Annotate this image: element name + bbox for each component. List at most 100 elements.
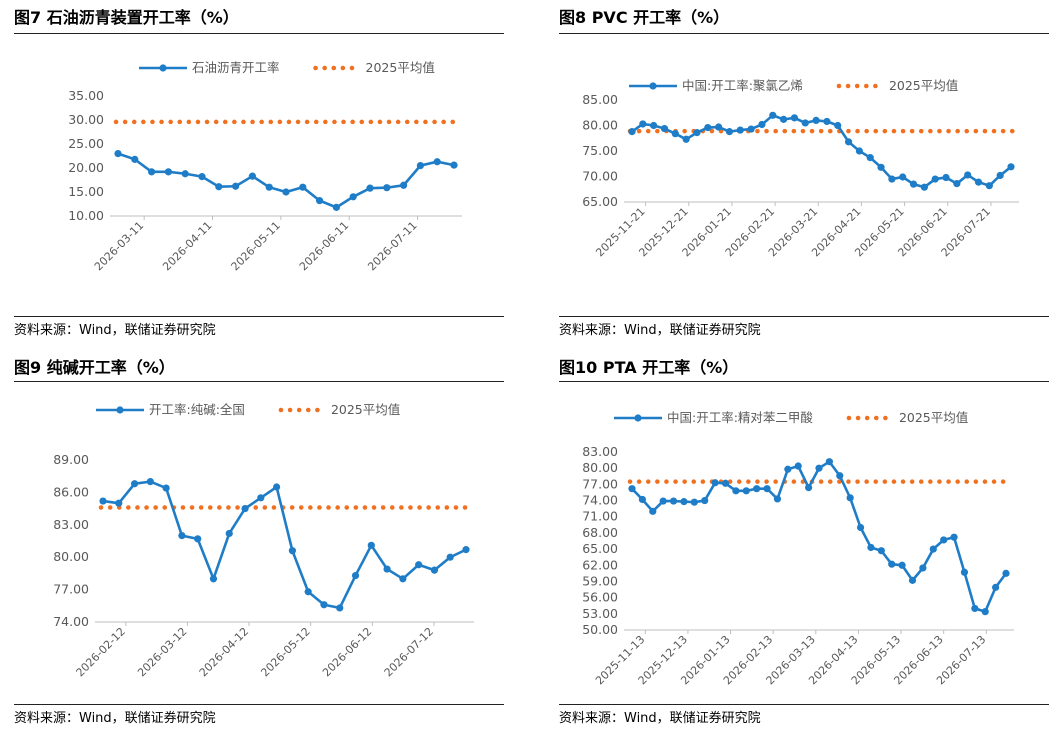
y-tick-label: 80.00 [53, 549, 89, 564]
title-rule [14, 381, 504, 382]
data-point [888, 175, 896, 183]
data-point [660, 124, 669, 133]
data-point [639, 120, 647, 128]
data-point [415, 561, 423, 569]
legend-series-label: 中国:开工率:精对苯二甲酸 [667, 410, 813, 425]
data-point [162, 484, 170, 492]
data-point [430, 566, 439, 574]
data-point [194, 535, 202, 543]
data-point [711, 479, 719, 487]
data-point [383, 184, 391, 192]
data-point [701, 496, 709, 505]
data-point [366, 184, 374, 192]
y-tick-label: 53.00 [582, 606, 618, 621]
data-point [794, 462, 802, 470]
data-point [316, 197, 324, 205]
y-tick-label: 77.00 [582, 476, 618, 491]
data-point [181, 170, 189, 178]
data-point [974, 178, 983, 186]
data-point [888, 560, 896, 568]
data-point [680, 498, 688, 506]
y-tick-label: 80.00 [582, 118, 618, 133]
chart-title: 图10 PTA 开工率（%） [559, 358, 739, 377]
data-point [671, 130, 679, 138]
data-point [257, 494, 265, 502]
data-point [232, 182, 240, 190]
data-point [690, 498, 698, 506]
data-point [877, 547, 885, 555]
data-point [265, 183, 273, 191]
data-point [304, 588, 312, 596]
data-point [836, 472, 844, 480]
y-tick-label: 65.00 [582, 541, 618, 556]
data-point [721, 479, 730, 487]
data-point [659, 497, 667, 505]
data-point [1007, 163, 1015, 171]
data-point [823, 117, 831, 126]
y-tick-label: 30.00 [68, 112, 104, 127]
data-point [812, 116, 820, 124]
data-point [773, 495, 782, 503]
data-point [99, 497, 107, 505]
y-tick-label: 74.00 [53, 614, 89, 629]
y-tick-label: 71.00 [582, 509, 618, 524]
data-point [825, 458, 833, 466]
x-tick-label: 2026-06-12 [320, 625, 374, 679]
data-point [164, 168, 172, 176]
y-tick-label: 62.00 [582, 557, 618, 572]
data-point [433, 158, 441, 166]
source-note: 资料来源：Wind，联储证券研究院 [559, 711, 761, 726]
data-point [299, 183, 307, 191]
data-point [416, 162, 424, 170]
data-point [704, 123, 712, 132]
data-point [446, 553, 454, 561]
data-point [784, 465, 792, 473]
data-point [971, 604, 979, 613]
y-tick-label: 75.00 [582, 143, 618, 158]
series-line [631, 459, 1008, 614]
x-tick-label: 2026-03-12 [135, 625, 189, 679]
source-rule [14, 316, 504, 317]
data-point [981, 608, 989, 616]
data-point [929, 545, 937, 553]
y-tick-label: 35.00 [68, 88, 104, 103]
data-point [225, 529, 233, 538]
chart-title: 图9 纯碱开工率（%） [14, 358, 175, 377]
data-point [985, 182, 993, 190]
y-tick-label: 10.00 [68, 208, 104, 223]
x-tick-label: 2026-05-11 [229, 219, 283, 273]
chart-title: 图7 石油沥青装置开工率（%） [14, 8, 239, 27]
x-tick-label: 2026-07-12 [382, 625, 436, 679]
data-point [638, 495, 646, 504]
data-point [209, 575, 218, 583]
data-point [908, 576, 917, 584]
legend-series-marker [634, 414, 642, 422]
data-point [383, 565, 391, 573]
y-tick-label: 68.00 [582, 525, 618, 540]
data-point [400, 181, 408, 189]
source-note: 资料来源：Wind，联储证券研究院 [559, 323, 761, 338]
y-tick-label: 85.00 [582, 92, 618, 107]
data-point [964, 171, 972, 179]
data-point [351, 571, 360, 580]
data-point [349, 193, 357, 201]
data-point [336, 604, 344, 612]
data-point [763, 485, 771, 493]
y-tick-label: 80.00 [582, 460, 618, 475]
source-rule [14, 704, 504, 705]
data-point [131, 155, 139, 163]
data-point [628, 485, 636, 493]
title-rule [14, 33, 504, 34]
data-point [931, 175, 939, 183]
data-point [367, 541, 375, 549]
chart-panel-fig7: 图7 石油沥青装置开工率（%） 35.00 30.00 25.00 20.00 15.0… [14, 0, 504, 345]
y-tick-label: 15.00 [68, 184, 104, 199]
chart-fig7: 35.00 30.00 25.00 20.00 15.00 10.002026-03-11… [68, 60, 462, 273]
data-point [215, 183, 223, 191]
data-point [856, 523, 865, 532]
title-rule [559, 33, 1049, 34]
y-tick-label: 56.00 [582, 590, 618, 605]
data-point [273, 483, 281, 491]
data-point [178, 532, 186, 540]
